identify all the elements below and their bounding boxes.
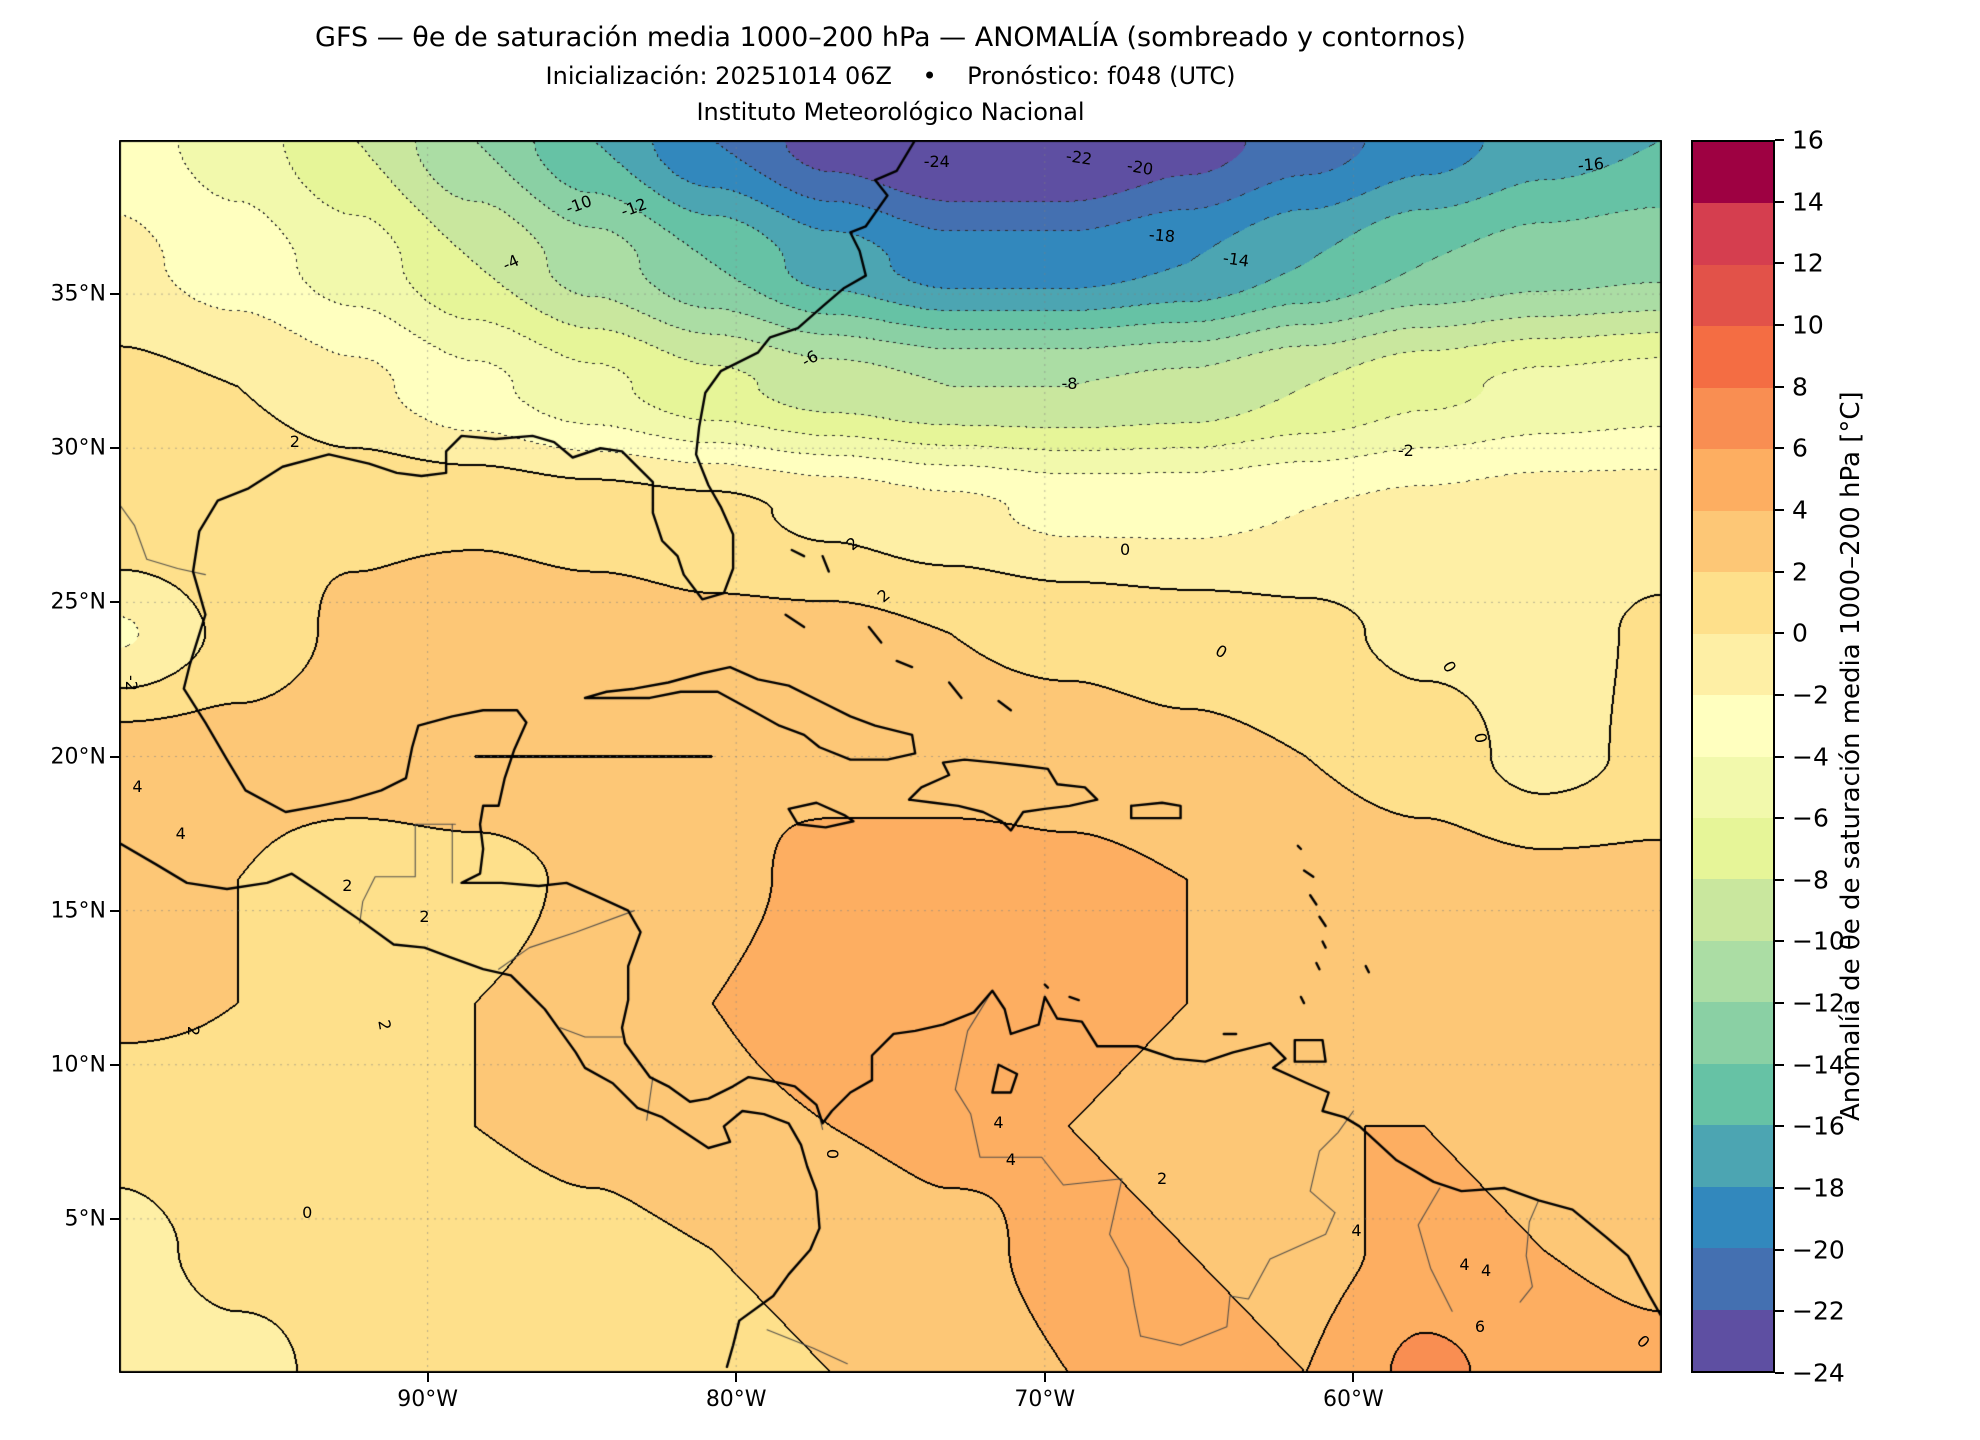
y-tick-mark: [110, 755, 119, 758]
colorbar-segment: [1693, 142, 1773, 204]
colorbar-tick-mark: [1775, 262, 1784, 265]
colorbar-tick-mark: [1775, 755, 1784, 758]
colorbar-tick-mark: [1775, 1372, 1784, 1374]
colorbar-segment: [1693, 1125, 1773, 1187]
y-tick-mark: [110, 909, 119, 912]
colorbar-tick-mark: [1775, 200, 1784, 203]
colorbar-tick-label: 6: [1792, 433, 1808, 463]
colorbar-segment: [1693, 572, 1773, 634]
x-tick-label: 60°W: [1323, 1387, 1384, 1412]
y-tick-label: 5°N: [64, 1206, 106, 1232]
x-tick-label: 90°W: [397, 1387, 458, 1412]
chart-title: GFS — θe de saturación media 1000–200 hP…: [315, 22, 1466, 53]
colorbar-segment: [1693, 1186, 1773, 1249]
colorbar-tick-mark: [1775, 385, 1784, 388]
y-tick-mark: [110, 1063, 119, 1066]
colorbar-segment: [1693, 510, 1773, 573]
chart-institution: Instituto Meteorológico Nacional: [696, 98, 1085, 126]
colorbar-segment: [1693, 817, 1773, 880]
colorbar-tick-mark: [1775, 508, 1784, 511]
colorbar-tick-label: −18: [1792, 1173, 1845, 1203]
colorbar-tick-mark: [1775, 1063, 1784, 1066]
x-tick-label: 80°W: [705, 1387, 767, 1412]
chart-subtitle: Inicialización: 20251014 06Z • Pronóstic…: [545, 62, 1236, 90]
y-tick-label: 10°N: [50, 1052, 106, 1078]
colorbar-tick-label: 2: [1792, 557, 1808, 587]
x-tick-mark: [1043, 1373, 1046, 1382]
x-tick-mark: [1352, 1373, 1355, 1382]
y-tick-label: 30°N: [50, 435, 106, 461]
colorbar-tick-label: −8: [1792, 865, 1829, 895]
colorbar-tick-label: −24: [1792, 1358, 1845, 1388]
y-tick-label: 20°N: [50, 744, 106, 769]
colorbar-tick-mark: [1775, 632, 1784, 635]
y-tick-mark: [110, 601, 119, 604]
colorbar-segment: [1693, 879, 1773, 941]
colorbar-tick-mark: [1775, 817, 1784, 820]
y-tick-label: 15°N: [50, 898, 106, 924]
colorbar-tick-label: −20: [1792, 1235, 1845, 1265]
map-canvas: [119, 140, 1662, 1373]
colorbar-tick-mark: [1775, 323, 1784, 326]
colorbar-tick-mark: [1775, 1310, 1784, 1313]
colorbar-tick-label: 8: [1792, 372, 1808, 402]
x-tick-label: 70°W: [1014, 1387, 1076, 1412]
colorbar-segment: [1693, 1248, 1773, 1310]
colorbar-tick-mark: [1775, 447, 1784, 450]
y-tick-mark: [110, 293, 119, 296]
colorbar-tick-label: −14: [1792, 1050, 1845, 1080]
colorbar-segment: [1693, 449, 1773, 511]
colorbar-segment: [1693, 695, 1773, 757]
colorbar-segment: [1693, 326, 1773, 388]
colorbar-tick-mark: [1775, 940, 1784, 943]
colorbar-segment: [1693, 1309, 1773, 1372]
colorbar-label: Anomalía de θe de saturación media 1000–…: [1836, 391, 1866, 1122]
colorbar-tick-label: 14: [1792, 187, 1824, 217]
colorbar-tick-mark: [1775, 1125, 1784, 1128]
colorbar-segment: [1693, 387, 1773, 450]
y-tick-mark: [110, 447, 119, 450]
map-plot-area: -24 -22 -20 -16 -18 -14 -10 -12 -4 -6 -8 -2 -2 2 2 2 0 0 0…: [119, 140, 1662, 1373]
colorbar-segment: [1693, 940, 1773, 1003]
y-tick-label: 25°N: [50, 589, 106, 615]
colorbar-segment: [1693, 203, 1773, 265]
colorbar-tick-label: −12: [1792, 988, 1845, 1018]
colorbar-tick-label: −22: [1792, 1296, 1845, 1326]
colorbar-tick-label: 0: [1792, 618, 1808, 648]
colorbar-tick-label: −6: [1792, 803, 1829, 833]
colorbar-tick-label: 16: [1792, 125, 1824, 155]
colorbar-tick-label: 10: [1792, 310, 1824, 340]
colorbar-tick-label: −10: [1792, 926, 1845, 956]
x-tick-mark: [735, 1373, 738, 1382]
colorbar-tick-label: −2: [1792, 680, 1829, 710]
colorbar-tick-mark: [1775, 1248, 1784, 1251]
colorbar-tick-label: −16: [1792, 1111, 1845, 1141]
colorbar-tick-label: −4: [1792, 742, 1829, 771]
colorbar-tick-label: 12: [1792, 248, 1824, 278]
colorbar-tick-mark: [1775, 693, 1784, 696]
colorbar-segment: [1693, 633, 1773, 696]
colorbar-tick-mark: [1775, 1002, 1784, 1005]
colorbar-tick-mark: [1775, 1187, 1784, 1190]
colorbar: [1691, 140, 1775, 1373]
x-tick-mark: [426, 1373, 429, 1382]
colorbar-segment: [1693, 756, 1773, 818]
colorbar-tick-mark: [1775, 139, 1784, 141]
colorbar-tick-label: 4: [1792, 495, 1808, 525]
y-tick-mark: [110, 1217, 119, 1220]
colorbar-segment: [1693, 1063, 1773, 1126]
y-tick-label: 35°N: [50, 281, 106, 307]
colorbar-segment: [1693, 264, 1773, 327]
colorbar-tick-mark: [1775, 878, 1784, 881]
colorbar-tick-mark: [1775, 570, 1784, 573]
colorbar-segment: [1693, 1002, 1773, 1064]
